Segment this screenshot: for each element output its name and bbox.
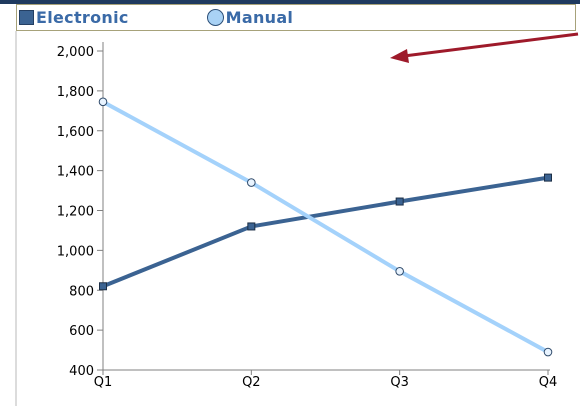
manual-swatch-icon bbox=[206, 9, 224, 26]
electronic-series-line bbox=[102, 175, 549, 289]
chart-legend: Electronic Manual bbox=[16, 4, 576, 31]
electronic-point bbox=[544, 173, 552, 182]
electronic-point bbox=[99, 282, 107, 291]
y-tick-label: 600 bbox=[69, 324, 94, 339]
x-tick-label: Q3 bbox=[390, 375, 409, 390]
annotation-arrow bbox=[390, 32, 579, 63]
y-tick-label: 1,600 bbox=[57, 125, 94, 140]
x-tick-label: Q2 bbox=[242, 375, 261, 390]
electronic-point bbox=[395, 197, 404, 206]
legend-item-electronic: Electronic bbox=[19, 8, 129, 27]
manual-point bbox=[543, 347, 553, 357]
y-axis-ticks: 400 600 800 1,000 1,200 1,400 1,600 1,800 2,000 bbox=[57, 45, 103, 379]
arrow-shaft bbox=[403, 32, 579, 58]
arrow-head-icon bbox=[390, 49, 409, 63]
x-axis-ticks: Q1 Q2 Q3 Q4 bbox=[94, 370, 558, 390]
y-tick-label: 2,000 bbox=[57, 45, 94, 60]
electronic-point bbox=[247, 222, 256, 231]
y-tick-label: 1,800 bbox=[57, 85, 94, 100]
y-tick-label: 800 bbox=[69, 284, 94, 299]
legend-label-electronic: Electronic bbox=[36, 8, 129, 27]
x-tick-label: Q4 bbox=[539, 375, 558, 390]
series-lines bbox=[102, 100, 549, 354]
manual-series-line bbox=[102, 100, 549, 354]
y-tick-label: 1,400 bbox=[57, 165, 94, 180]
x-tick-label: Q1 bbox=[94, 375, 113, 390]
electronic-swatch-icon bbox=[19, 10, 34, 25]
legend-item-manual: Manual bbox=[206, 8, 294, 27]
manual-point bbox=[247, 178, 256, 187]
manual-point bbox=[98, 97, 108, 107]
y-tick-label: 400 bbox=[69, 364, 94, 379]
top-strip bbox=[0, 0, 580, 4]
y-tick-label: 1,000 bbox=[57, 244, 94, 259]
y-tick-label: 1,200 bbox=[57, 205, 94, 220]
manual-point bbox=[395, 267, 404, 276]
legend-label-manual: Manual bbox=[225, 8, 294, 27]
series-markers bbox=[98, 97, 553, 357]
chart-axes bbox=[102, 42, 550, 371]
